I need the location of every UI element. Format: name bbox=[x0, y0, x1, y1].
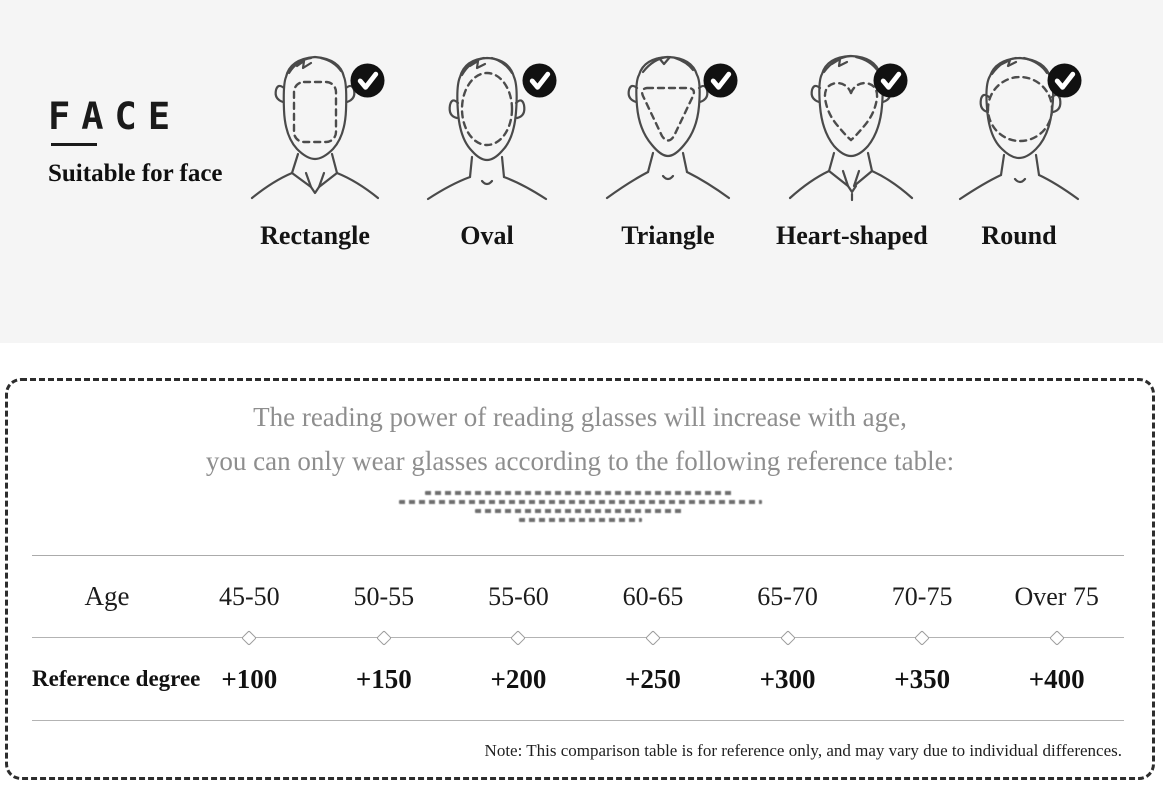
oval-shape-overlay bbox=[460, 71, 514, 147]
check-badge bbox=[522, 63, 557, 98]
degree-value: +100 bbox=[221, 663, 278, 694]
round-face-illustration bbox=[958, 56, 1080, 201]
brand-logo: FACE bbox=[48, 95, 182, 138]
checkmark-icon bbox=[873, 63, 908, 98]
check-badge bbox=[873, 63, 908, 98]
face-figure-round: Round bbox=[944, 46, 1094, 251]
age-row-header: Age bbox=[84, 581, 130, 611]
degree-row: Reference degree +100 +150 +200 +250 +30… bbox=[32, 638, 1124, 721]
age-value: 65-70 bbox=[757, 581, 818, 611]
panel-title-line1: The reading power of reading glasses wil… bbox=[253, 402, 907, 432]
face-sketch bbox=[426, 56, 548, 201]
face-figure-oval: Oval bbox=[412, 46, 562, 251]
illegible-fine-print bbox=[8, 491, 1152, 522]
face-shape-label: Rectangle bbox=[260, 221, 370, 250]
rectangle-face-illustration bbox=[250, 55, 380, 200]
face-shape-label: Triangle bbox=[621, 221, 715, 250]
heart-face-illustration bbox=[788, 54, 914, 202]
face-shape-label: Round bbox=[981, 221, 1057, 250]
fine-print-line bbox=[425, 491, 735, 495]
face-shape-label: Heart-shaped bbox=[776, 221, 928, 250]
round-shape-overlay bbox=[986, 75, 1054, 143]
rectangle-shape-overlay bbox=[292, 80, 338, 144]
reference-table: Age 45-50 50-55 55-60 60-65 65-70 70-75 … bbox=[32, 555, 1124, 721]
degree-value: +250 bbox=[625, 663, 681, 694]
check-badge bbox=[1047, 63, 1082, 98]
face-sketch bbox=[958, 56, 1080, 201]
reference-table-panel: The reading power of reading glasses wil… bbox=[5, 378, 1155, 780]
face-figure-heart: Heart-shaped bbox=[776, 46, 928, 251]
heart-shape-overlay bbox=[823, 81, 879, 142]
age-value: 70-75 bbox=[891, 581, 953, 611]
triangle-shape-overlay bbox=[640, 86, 696, 142]
age-row: Age 45-50 50-55 55-60 60-65 65-70 70-75 … bbox=[32, 555, 1124, 637]
age-value: 55-60 bbox=[488, 581, 549, 611]
brand-subtitle: Suitable for face bbox=[48, 160, 223, 187]
face-shapes-section: FACE Suitable for face Rectangle bbox=[0, 0, 1163, 343]
age-value: 45-50 bbox=[218, 581, 280, 611]
degree-row-header: Reference degree bbox=[32, 666, 201, 691]
age-value: 60-65 bbox=[622, 581, 684, 611]
checkmark-icon bbox=[522, 63, 557, 98]
degree-value: +400 bbox=[1028, 663, 1085, 694]
degree-value: +200 bbox=[490, 663, 547, 694]
age-value: 50-55 bbox=[353, 581, 415, 611]
checkmark-icon bbox=[1047, 63, 1082, 98]
fine-print-line bbox=[398, 500, 762, 504]
fine-print-line bbox=[475, 509, 685, 513]
face-sketch bbox=[605, 55, 731, 200]
checkmark-icon bbox=[703, 63, 738, 98]
check-badge bbox=[350, 63, 385, 98]
fine-print-line bbox=[518, 518, 642, 522]
brand-underline bbox=[51, 143, 97, 146]
reference-note: Note: This comparison table is for refer… bbox=[484, 741, 1122, 760]
face-figure-triangle: Triangle bbox=[593, 46, 743, 251]
check-badge bbox=[703, 63, 738, 98]
brand-block: FACE Suitable for face bbox=[48, 98, 223, 188]
panel-title: The reading power of reading glasses wil… bbox=[8, 395, 1152, 483]
degree-value: +350 bbox=[894, 663, 951, 694]
face-figure-rectangle: Rectangle bbox=[240, 46, 390, 251]
checkmark-icon bbox=[350, 63, 385, 98]
age-value: Over 75 bbox=[1014, 581, 1099, 611]
triangle-face-illustration bbox=[605, 55, 731, 200]
panel-title-line2: you can only wear glasses according to t… bbox=[205, 446, 955, 476]
marker-rule bbox=[32, 630, 1124, 646]
oval-face-illustration bbox=[426, 56, 548, 201]
degree-value: +150 bbox=[355, 663, 412, 694]
face-shape-label: Oval bbox=[460, 221, 514, 250]
face-sketch bbox=[788, 54, 914, 202]
degree-value: +300 bbox=[759, 663, 816, 694]
